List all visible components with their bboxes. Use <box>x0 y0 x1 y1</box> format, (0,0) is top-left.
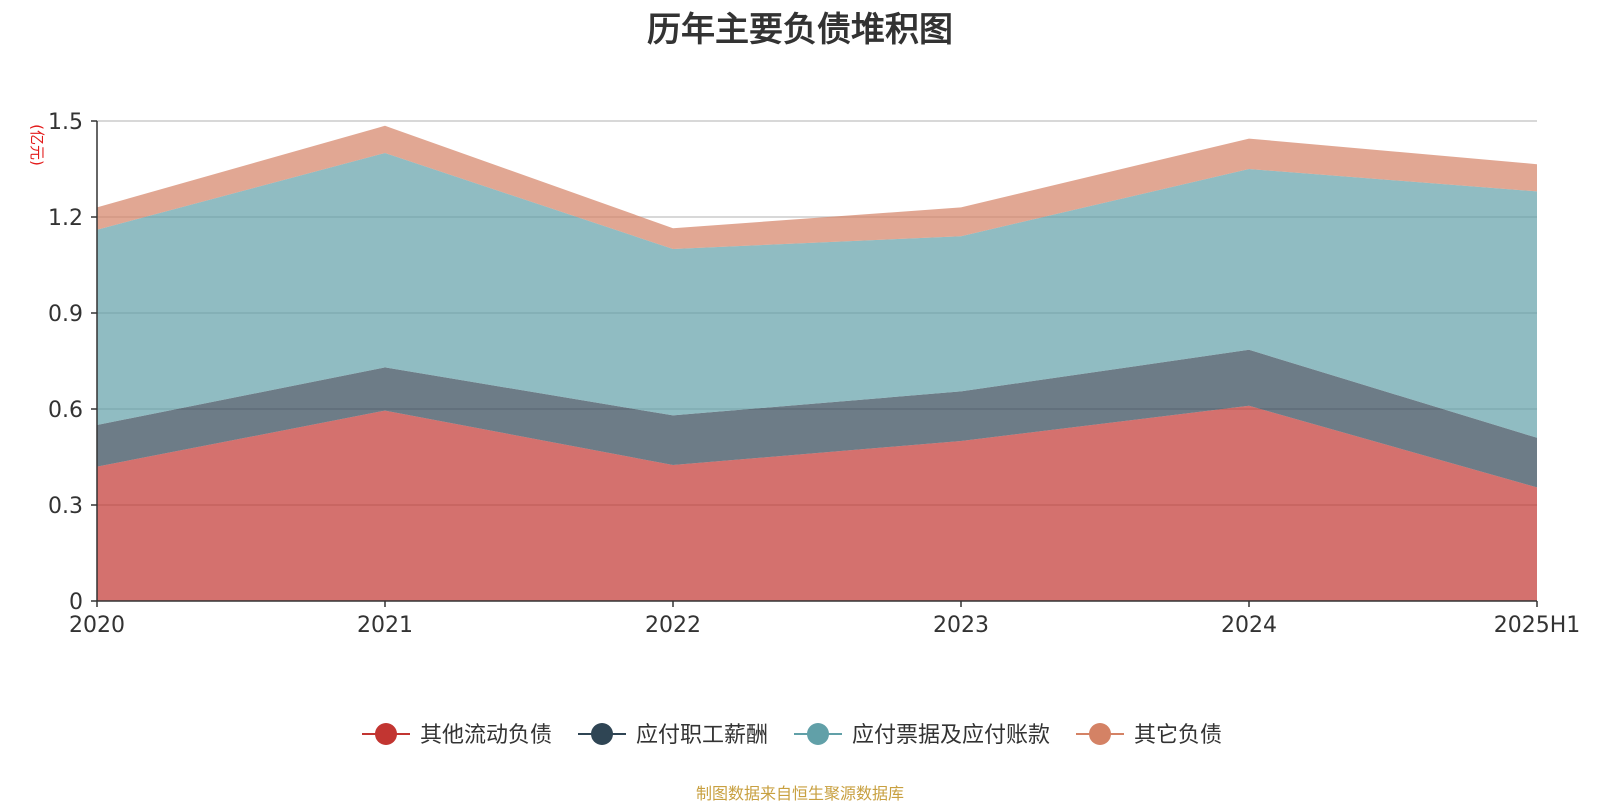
area-series-2 <box>97 349 1537 488</box>
x-tick-label: 2023 <box>933 613 989 638</box>
area-series <box>97 125 1537 601</box>
legend-label: 应付票据及应付账款 <box>852 723 1050 748</box>
source-footer: 制图数据来自恒生聚源数据库 <box>695 784 904 803</box>
y-unit-label: (亿元) <box>28 124 46 166</box>
area-series-4 <box>97 125 1537 249</box>
x-tick-label: 2024 <box>1221 613 1277 638</box>
legend-marker <box>807 723 829 745</box>
legend-label: 其它负债 <box>1134 723 1222 748</box>
x-tick-label: 2021 <box>357 613 413 638</box>
x-tick-label: 2025H1 <box>1494 613 1581 638</box>
x-tick-label: 2022 <box>645 613 701 638</box>
y-tick-label: 0.3 <box>48 494 83 519</box>
legend: 其他流动负债 应付职工薪酬 应付票据及应付账款 其它负债 <box>362 723 1222 748</box>
x-tick-label: 2020 <box>69 613 125 638</box>
legend-item-3[interactable]: 应付票据及应付账款 <box>794 723 1050 748</box>
legend-item-4[interactable]: 其它负债 <box>1076 723 1222 748</box>
area-series-3 <box>97 153 1537 438</box>
y-tick-label: 1.2 <box>48 206 83 231</box>
y-tick-label: 1.5 <box>48 110 83 135</box>
y-tick-label: 0 <box>69 590 83 615</box>
legend-marker <box>591 723 613 745</box>
legend-label: 其他流动负债 <box>420 723 552 748</box>
y-tick-label: 0.9 <box>48 302 83 327</box>
legend-marker <box>375 723 397 745</box>
legend-item-2[interactable]: 应付职工薪酬 <box>578 723 768 748</box>
legend-marker <box>1089 723 1111 745</box>
axes: 0 0.3 0.6 0.9 1.2 1.5 2020 2021 2022 2023 2024 2025… <box>48 110 1580 638</box>
area-series-1 <box>97 405 1537 601</box>
legend-item-1[interactable]: 其他流动负债 <box>362 723 552 748</box>
y-tick-label: 0.6 <box>48 398 83 423</box>
legend-label: 应付职工薪酬 <box>636 723 768 748</box>
chart-title: 历年主要负债堆积图 <box>647 10 953 50</box>
